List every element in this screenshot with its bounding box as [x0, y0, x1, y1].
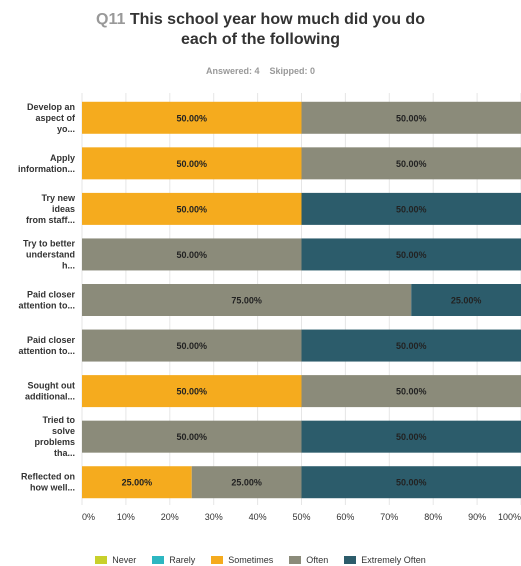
category-label: Sought out additional... — [25, 381, 75, 402]
legend-swatch — [289, 556, 302, 564]
legend-swatch — [152, 556, 165, 564]
x-tick-label: 10% — [117, 512, 135, 522]
bar-segment — [301, 101, 521, 134]
bar-data-label: 25.00% — [231, 478, 262, 488]
x-tick-label: 70% — [380, 512, 398, 522]
bar-data-label: 50.00% — [396, 250, 427, 260]
legend-item: Rarely — [152, 555, 195, 565]
bar-segment — [301, 192, 521, 225]
category-label: Paid closer attention to... — [19, 335, 76, 356]
x-tick-label: 20% — [161, 512, 179, 522]
legend-swatch — [95, 556, 108, 564]
x-tick-label: 80% — [424, 512, 442, 522]
question-number: Q11 — [96, 11, 126, 28]
legend-label: Often — [306, 555, 329, 565]
bar-data-label: 50.00% — [396, 478, 427, 488]
legend-item: Never — [95, 555, 136, 565]
bar-segment — [301, 329, 521, 362]
legend-label: Never — [112, 555, 137, 565]
legend-item: Extremely Often — [344, 555, 426, 565]
bar-data-label: 25.00% — [122, 478, 153, 488]
bar-data-label: 25.00% — [451, 296, 482, 306]
category-label: Reflected on how well... — [21, 472, 75, 493]
bars: 50.00% 50.00% 50.00% 50.00% 50.00% 50.00% 50.0… — [82, 101, 521, 499]
x-tick-label: 30% — [205, 512, 223, 522]
legend: Never Rarely Sometimes Often Extremely Often — [0, 555, 521, 565]
bar-segment — [191, 466, 302, 499]
bar-data-label: 50.00% — [176, 387, 207, 397]
question-text: This school year how much did you do eac… — [129, 11, 425, 48]
bar-segment — [82, 375, 302, 408]
answered-count: Answered: 4 — [205, 66, 260, 76]
bar-data-label: 50.00% — [396, 387, 427, 397]
bar-data-label: 50.00% — [396, 204, 427, 214]
bar-data-label: 50.00% — [396, 432, 427, 442]
bar-segment — [82, 420, 302, 453]
legend-label: Sometimes — [228, 555, 274, 565]
x-tick-label: 0% — [82, 512, 95, 522]
chart-title: Q11 This school year how much did you do… — [0, 10, 521, 50]
bar-segment — [82, 329, 302, 362]
bar-data-label: 50.00% — [396, 341, 427, 351]
category-label: Apply information... — [18, 153, 75, 174]
bar-data-label: 50.00% — [176, 341, 207, 351]
category-label: Try to better understand h... — [23, 238, 76, 270]
bar-data-label: 50.00% — [396, 159, 427, 169]
bar-data-label: 75.00% — [231, 296, 262, 306]
bar-data-label: 50.00% — [176, 159, 207, 169]
bar-segment — [301, 375, 521, 408]
legend-label: Rarely — [169, 555, 196, 565]
x-tick-label: 90% — [468, 512, 486, 522]
legend-swatch — [344, 556, 357, 564]
category-labels: Develop an aspect of yo... Apply information… — [18, 102, 76, 493]
bar-segment — [82, 284, 412, 316]
bar-segment — [411, 284, 521, 316]
legend-swatch — [211, 556, 224, 564]
bar-segment — [301, 420, 521, 453]
x-axis-ticks: 0% 10% 20% 30% 40% 50% 60% 70% 80% 90% 100% — [82, 512, 521, 522]
bar-segment — [82, 192, 302, 225]
bar-segment — [301, 147, 521, 180]
bar-segment — [82, 147, 302, 180]
bar-data-label: 50.00% — [176, 113, 207, 123]
category-label: Tried to solve problems tha... — [34, 415, 75, 458]
legend-label: Extremely Often — [361, 555, 426, 565]
x-tick-label: 50% — [292, 512, 310, 522]
category-label: Try new ideas from staff... — [26, 193, 76, 225]
response-summary: Answered: 4 Skipped: 0 — [0, 66, 521, 76]
bar-segment — [82, 101, 302, 134]
legend-item: Sometimes — [211, 555, 273, 565]
bar-segment — [82, 238, 302, 271]
legend-item: Often — [289, 555, 328, 565]
skipped-count: Skipped: 0 — [269, 66, 316, 76]
category-label: Develop an aspect of yo... — [27, 102, 76, 134]
category-label: Paid closer attention to... — [19, 290, 76, 311]
bar-segment — [301, 466, 521, 499]
bar-data-label: 50.00% — [176, 432, 207, 442]
bar-segment — [301, 238, 521, 271]
bar-data-label: 50.00% — [396, 113, 427, 123]
bar-segment — [82, 466, 192, 499]
bar-data-label: 50.00% — [176, 204, 207, 214]
x-tick-label: 100% — [498, 512, 521, 522]
x-tick-label: 40% — [249, 512, 267, 522]
bar-data-label: 50.00% — [176, 250, 207, 260]
x-tick-label: 60% — [336, 512, 354, 522]
